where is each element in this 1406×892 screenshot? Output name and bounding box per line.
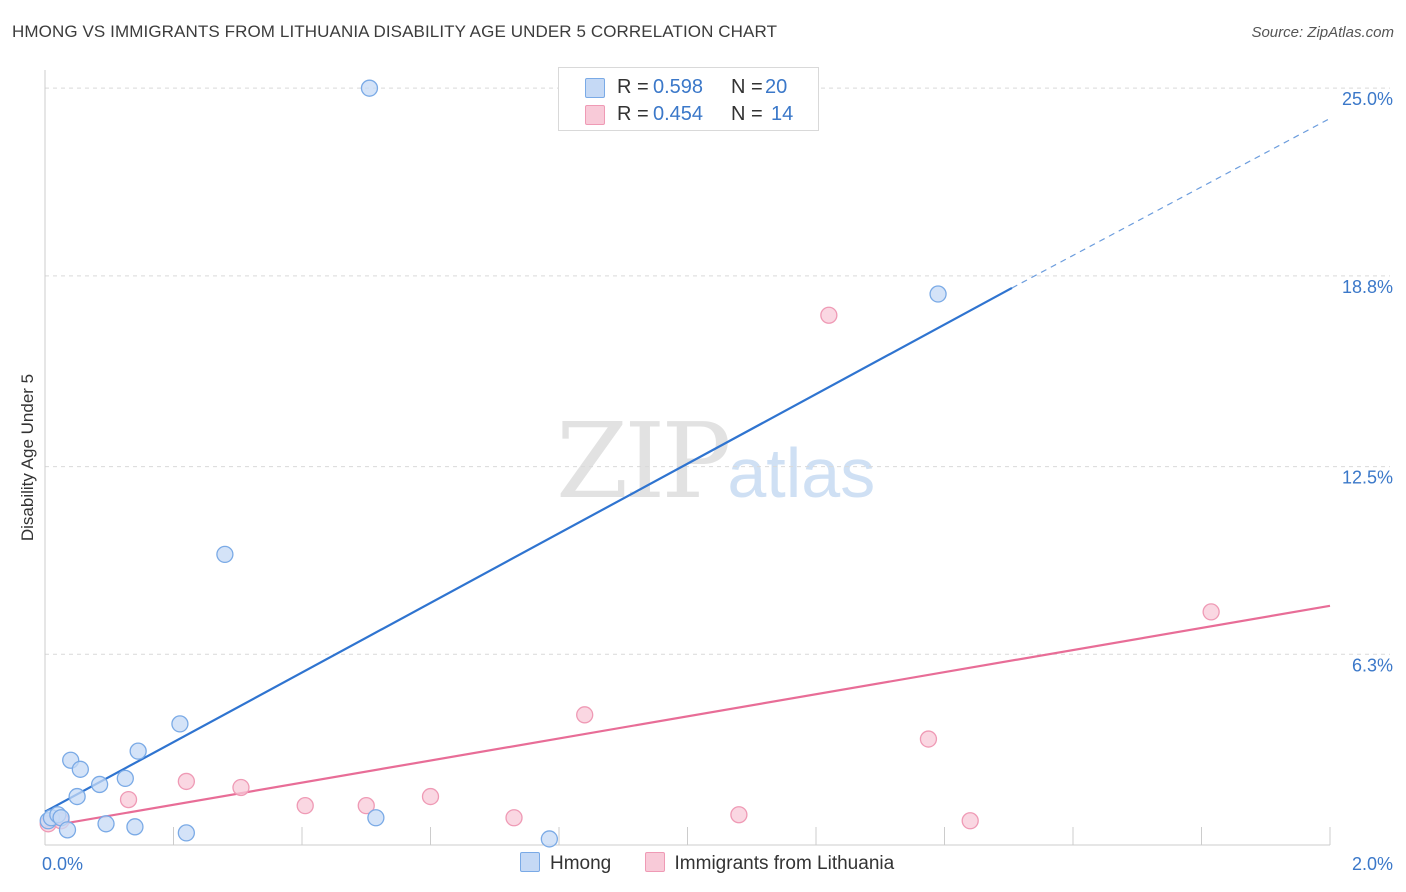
lithuania-point xyxy=(576,706,594,724)
hmong-point xyxy=(171,715,189,733)
lithuania-point xyxy=(177,772,196,791)
y-tick-label: 12.5% xyxy=(1342,468,1393,488)
y-tick-label: 6.3% xyxy=(1352,655,1393,675)
correlation-legend: R = 0.598 N = 20 R = 0.454 N = 14 xyxy=(558,67,819,131)
lithuania-point xyxy=(961,812,979,830)
legend-item-hmong: Hmong xyxy=(520,852,611,875)
hmong-point xyxy=(68,787,86,806)
hmong-n-label: N = xyxy=(731,76,763,98)
hmong-r-value: 0.598 xyxy=(653,76,704,98)
hmong-trend-line xyxy=(44,287,1013,813)
hmong-swatch xyxy=(585,78,605,98)
lithuania-point xyxy=(505,809,523,827)
lithuania-point xyxy=(421,787,440,806)
hmong-point xyxy=(126,818,144,836)
hmong-point xyxy=(90,775,109,794)
hmong-point xyxy=(177,824,196,842)
lithuania-point xyxy=(1202,603,1220,621)
lithuania-point xyxy=(232,778,250,797)
hmong-point xyxy=(71,760,89,778)
hmong-point xyxy=(97,815,115,833)
y-axis-label: Disability Age Under 5 xyxy=(18,374,37,541)
x-tick-label: 2.0% xyxy=(1352,854,1393,874)
legend-swatch-hmong xyxy=(520,852,540,872)
legend-item-lithuania: Immigrants from Lithuania xyxy=(644,852,895,875)
y-tick-label: 18.8% xyxy=(1342,277,1393,297)
hmong-point xyxy=(360,79,379,97)
hmong-point xyxy=(367,809,385,827)
hmong-point xyxy=(116,769,134,788)
hmong-point xyxy=(929,285,947,303)
legend-label-lithuania: Immigrants from Lithuania xyxy=(674,853,895,874)
watermark-zip: ZIP xyxy=(556,400,731,522)
lithuania-r-value: 0.454 xyxy=(653,103,704,125)
legend-label-hmong: Hmong xyxy=(550,853,612,874)
lithuania-point xyxy=(730,806,748,824)
series-legend: Hmong Immigrants from Lithuania xyxy=(520,852,922,875)
lithuania-n-label: N = xyxy=(731,103,763,125)
lithuania-point xyxy=(357,796,375,815)
hmong-point xyxy=(129,742,147,760)
hmong-point xyxy=(58,821,77,839)
source-label: Source: ZipAtlas.com xyxy=(1251,24,1394,41)
legend-swatch-lithuania xyxy=(644,852,665,872)
hmong-r-label: R = xyxy=(617,76,649,98)
lithuania-swatch xyxy=(585,105,605,125)
lithuania-point xyxy=(820,306,838,324)
y-tick-label: 25.0% xyxy=(1342,89,1393,109)
lithuania-r-label: R = xyxy=(617,103,649,125)
x-tick-label: 0.0% xyxy=(42,854,83,874)
hmong-point xyxy=(540,830,559,848)
watermark-atlas: atlas xyxy=(727,434,876,512)
lithuania-n-value: 14 xyxy=(771,103,794,125)
hmong-point xyxy=(216,545,234,564)
lithuania-point xyxy=(119,790,138,809)
lithuania-point xyxy=(296,796,314,815)
chart-title: HMONG VS IMMIGRANTS FROM LITHUANIA DISAB… xyxy=(12,22,778,41)
hmong-trend-extension xyxy=(1011,117,1331,289)
lithuania-point xyxy=(919,730,938,748)
hmong-n-value: 20 xyxy=(765,76,788,98)
watermark: ZIPatlas xyxy=(556,400,875,522)
lithuania-trend-line xyxy=(44,604,1331,828)
